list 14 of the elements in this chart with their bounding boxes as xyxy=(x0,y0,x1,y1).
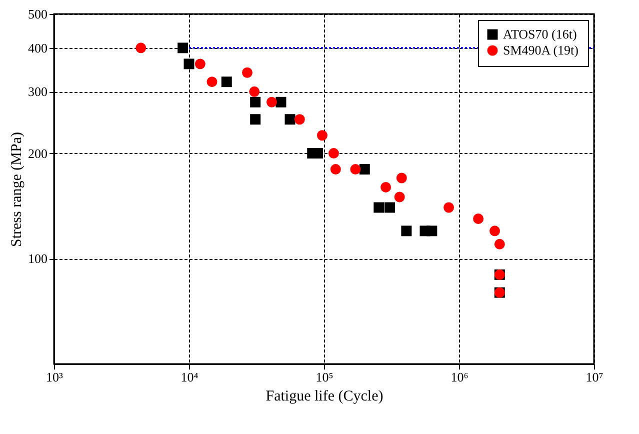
y-tick-label: 400 xyxy=(28,40,48,56)
y-tick-label: 200 xyxy=(28,146,48,161)
y-tick-label: 100 xyxy=(28,251,48,266)
x-tick-label: 10³ xyxy=(46,370,64,384)
legend-label: SM490A (19t) xyxy=(503,42,578,58)
x-axis-title: Fatigue life (Cycle) xyxy=(266,388,384,404)
legend-label: ATOS70 (16t) xyxy=(503,26,577,42)
x-tick-label: 10⁶ xyxy=(450,370,468,384)
x-tick-label: 10⁷ xyxy=(586,370,604,384)
x-tick-label: 10⁴ xyxy=(180,370,199,384)
y-tick-label: 300 xyxy=(28,84,48,100)
y-axis-title: Stress range (MPa) xyxy=(9,132,25,247)
y-tick-label: 500 xyxy=(28,6,48,22)
x-tick-label: 10⁵ xyxy=(316,370,334,384)
